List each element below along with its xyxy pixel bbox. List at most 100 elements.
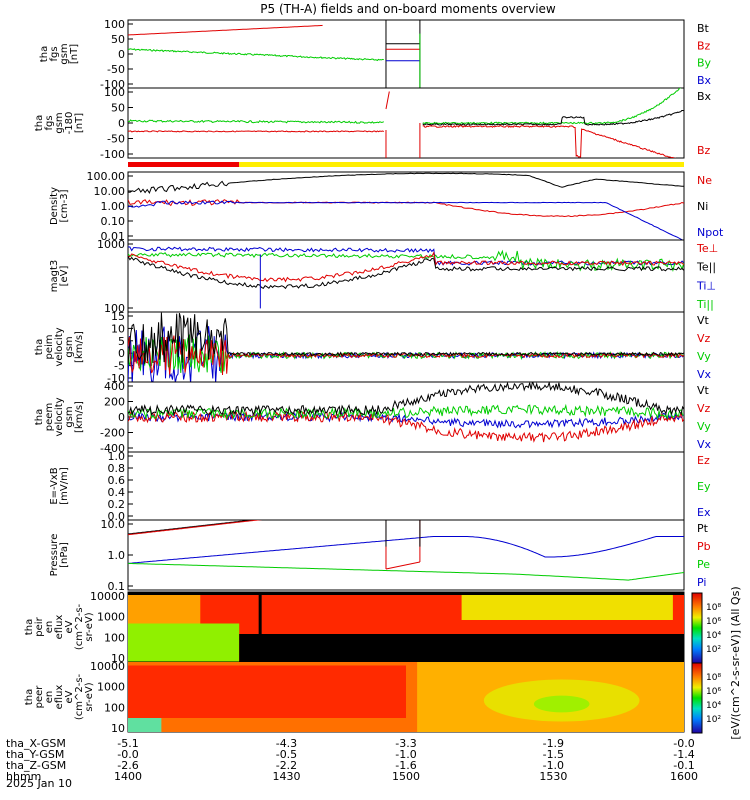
y-tick-label: -400: [100, 442, 125, 455]
y-axis-label-line: (cm^2-s-: [74, 603, 85, 650]
y-axis-label-line: eflux: [54, 615, 65, 640]
y-tick-label: 50: [111, 33, 125, 46]
heatmap-cold: [533, 695, 590, 713]
plot-title: P5 (TH-A) fields and on-board moments ov…: [260, 2, 556, 16]
trace-Pe: [128, 562, 684, 581]
mode-bar-red: [128, 162, 240, 167]
y-tick-label: 1.0: [108, 549, 126, 562]
panel-traces: [128, 592, 684, 662]
y-tick-label: 10: [111, 322, 125, 335]
trace-Vt: [128, 382, 684, 416]
legend-Te: Te⊥: [696, 242, 718, 255]
legend-Bx: Bx: [697, 74, 712, 87]
y-axis-label-line: fgs: [49, 46, 60, 61]
heatmap-bottom: [128, 718, 162, 732]
heatmap-gap: [258, 592, 262, 662]
panel-frame: [127, 19, 685, 89]
y-tick-label: 400: [104, 380, 125, 393]
x-axis-value: -1.6: [395, 759, 416, 772]
colorbar-label: [eV/(cm^2-s-sr-eV)] (All Qs): [729, 586, 742, 739]
legend-Npot: Npot: [697, 226, 724, 239]
legend-Pt: Pt: [697, 522, 709, 535]
x-axis-row-label: tha_Z-GSM: [6, 759, 66, 772]
legend-Ti: Ti⊥: [696, 279, 716, 292]
x-axis-date: 2025 Jan 10: [6, 777, 72, 790]
colorbar-tick: 10⁸: [706, 673, 721, 683]
x-axis-value: 1500: [392, 770, 420, 783]
y-axis-label-line: sr-eV): [84, 612, 95, 641]
trace-Pt: [128, 520, 257, 535]
legend-Te: Te||: [696, 261, 716, 274]
colorbar-tick: 10⁴: [706, 631, 721, 641]
y-axis-label-line: tha: [34, 115, 45, 131]
y-axis-label: thafgsgsm-180[nT]: [34, 112, 85, 135]
y-axis-label-line: Density: [49, 187, 60, 225]
y-axis-label-line: eV: [64, 690, 75, 703]
colorbar-tick: 10⁶: [706, 617, 721, 627]
y-axis-label-line: [km/s]: [74, 401, 85, 433]
trace-By: [128, 48, 384, 62]
panel-density: 100.00 10.00 1.00 0.10 0.01 Density[cm-3] Ne Ni…: [49, 170, 724, 243]
legend-Vx: Vx: [697, 368, 712, 381]
x-axis-value: -0.0: [673, 737, 694, 750]
y-tick-label: 5: [118, 335, 125, 348]
legend-Ne: Ne: [697, 174, 712, 187]
panel-traces: [128, 88, 684, 158]
trace-Bt: [385, 20, 421, 88]
y-axis-label-line: E=-VxB: [49, 467, 60, 504]
legend-Vy: Vy: [697, 350, 711, 363]
y-axis-label: thapeimvelocitygsm[km/s]: [34, 327, 85, 366]
y-axis-label: E=-VxB[mV/m]: [49, 467, 70, 505]
y-axis-label-line: [eV]: [59, 266, 70, 287]
legend-Ey: Ey: [697, 480, 711, 493]
y-axis-label-line: velocity: [54, 397, 65, 436]
y-axis-label-line: en: [44, 691, 55, 704]
x-axis-row-label: tha_Y-GSM: [6, 748, 64, 761]
legend-Ti: Ti||: [696, 298, 714, 311]
y-axis-label-line: tha: [39, 46, 50, 62]
panel-traces: [128, 520, 684, 581]
y-axis-label-line: [nT]: [69, 44, 80, 64]
y-axis-label-line: [nT]: [74, 113, 85, 133]
y-tick-label: 200: [104, 396, 125, 409]
trace-Te-par: [128, 256, 684, 290]
y-axis-label-line: en: [44, 621, 55, 634]
colorbar-tick: 10²: [706, 645, 721, 655]
x-axis-row-label: tha_X-GSM: [6, 737, 66, 750]
y-tick-label: -50: [107, 63, 125, 76]
mode-bar: [128, 162, 684, 167]
x-axis-value: -1.5: [543, 748, 564, 761]
x-axis-value: -2.2: [276, 759, 297, 772]
y-tick-label: 0.4: [108, 486, 126, 499]
trace-Bx: [422, 110, 684, 126]
y-tick-label: 1000: [97, 238, 125, 251]
legend-Vx: Vx: [697, 438, 712, 451]
x-axis-value: 1430: [272, 770, 300, 783]
x-axis-value: -1.0: [543, 759, 564, 772]
y-tick-label: 1.00: [101, 200, 126, 213]
trace-Pt-seg: [385, 520, 421, 547]
y-axis-label: Pressure[nPa]: [49, 534, 70, 577]
y-axis-label: thapeemvelocitygsm[km/s]: [34, 397, 85, 436]
panel-temp: 1000 100 magt3[eV] Te⊥ Te|| Ti⊥ Ti||: [49, 238, 718, 315]
x-axis-value: -0.0: [117, 748, 138, 761]
colorbar-tick: 10²: [706, 715, 721, 725]
y-axis-label-line: [cm-3]: [59, 189, 70, 222]
legend-Ex: Ex: [697, 506, 711, 519]
trace-Vy: [128, 403, 684, 421]
y-tick-label: 100: [104, 86, 125, 99]
y-tick-label: 15: [111, 310, 125, 323]
colorbar-tick: 10⁶: [706, 687, 721, 697]
x-axis-value: 1600: [670, 770, 698, 783]
y-axis-label-line: eV: [64, 620, 75, 633]
colorbar: 10⁸ 10⁶ 10⁴ 10² 10⁸ 10⁶ 10⁴ 10² [eV/(cm^2-s-sr-…: [691, 586, 742, 740]
legend-Vt: Vt: [697, 384, 710, 397]
y-axis-label-line: gsm: [59, 43, 70, 64]
y-tick-label: -5: [114, 360, 125, 373]
legend-Ez: Ez: [697, 454, 710, 467]
y-tick-label: 100: [104, 631, 125, 644]
trace-Ni: [128, 172, 684, 194]
y-tick-label: 0.8: [108, 462, 126, 475]
y-axis-label-line: tha: [34, 339, 45, 355]
